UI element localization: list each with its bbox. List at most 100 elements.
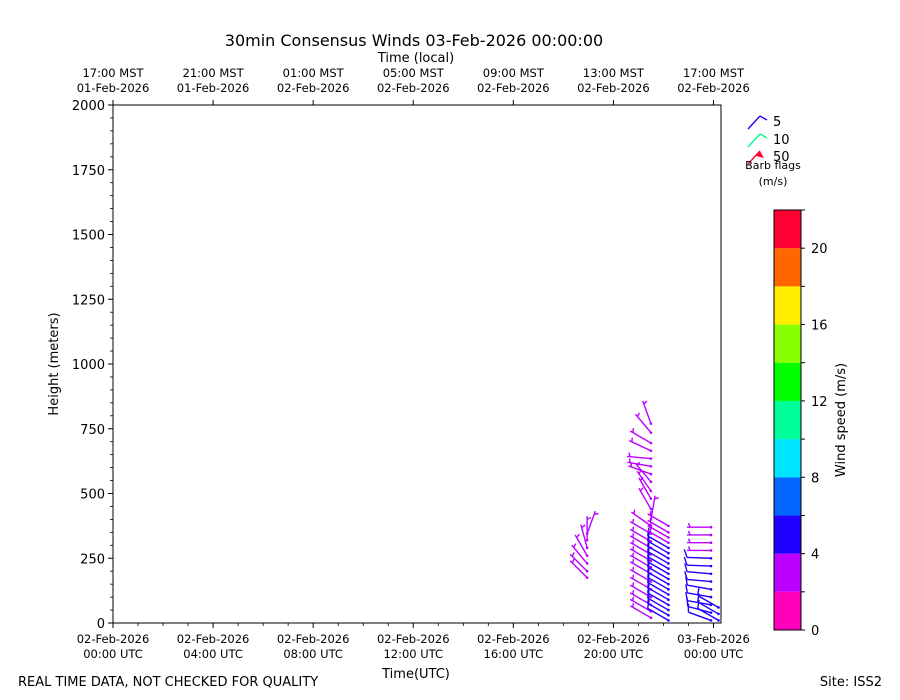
wind-barb bbox=[647, 511, 670, 528]
colorbar-tick-label: 0 bbox=[811, 624, 819, 639]
barb-staff bbox=[647, 561, 669, 575]
colorbar-tick-label: 16 bbox=[811, 319, 828, 334]
barb-half-feather bbox=[571, 552, 575, 557]
barb-staff bbox=[629, 605, 652, 619]
x-axis-label: Time(UTC) bbox=[381, 667, 450, 682]
wind-barb bbox=[647, 527, 670, 545]
barb-feather bbox=[697, 586, 700, 596]
barb-staff bbox=[647, 607, 669, 622]
barb-base-dot bbox=[585, 554, 589, 557]
wind-barb bbox=[638, 487, 653, 511]
barb-staff bbox=[586, 510, 597, 534]
barb-staff bbox=[647, 524, 669, 539]
colorbar-bin bbox=[774, 286, 801, 325]
barb-base-dot bbox=[667, 588, 670, 591]
barb-staff bbox=[688, 611, 712, 622]
barb-staff bbox=[647, 519, 669, 533]
x-tick-label-date: 02-Feb-2026 bbox=[277, 632, 350, 646]
barb-staff bbox=[638, 487, 652, 510]
top-axis-label: Time (local) bbox=[377, 51, 454, 66]
x-tick-label-date: 02-Feb-2026 bbox=[77, 632, 150, 646]
barb-base-dot bbox=[667, 541, 670, 545]
barb-half-feather bbox=[632, 428, 635, 433]
y-tick-label: 1000 bbox=[72, 358, 105, 373]
barb-base-dot bbox=[649, 441, 653, 445]
colorbar-frame bbox=[773, 209, 802, 631]
colorbar-bin bbox=[774, 362, 801, 401]
barb-half-feather bbox=[643, 400, 648, 405]
y-tick-label: 250 bbox=[80, 552, 105, 567]
colorbar-bin bbox=[774, 515, 801, 554]
barb-half-feather bbox=[687, 546, 691, 551]
barb-base-dot bbox=[667, 613, 670, 617]
barb-staff bbox=[647, 576, 669, 590]
barb-staff bbox=[569, 560, 588, 579]
barb-base-dot bbox=[709, 588, 713, 591]
colorbar-bin bbox=[774, 324, 801, 363]
x-tick-label-date: 02-Feb-2026 bbox=[577, 632, 650, 646]
barb-staff bbox=[580, 524, 588, 549]
top-tick-label-date: 02-Feb-2026 bbox=[277, 81, 350, 95]
barb-staff bbox=[628, 465, 652, 475]
colorbar: 0 4 8 12 16 20 Wind speed (m/s) bbox=[773, 209, 849, 639]
barb-staff bbox=[647, 602, 669, 616]
barb-half-feather bbox=[649, 517, 652, 522]
barb-base-dot bbox=[585, 538, 589, 542]
barb-base-dot bbox=[649, 559, 653, 563]
barb-half-feather bbox=[632, 566, 635, 572]
barb-base-dot bbox=[649, 507, 653, 511]
barb-feather bbox=[697, 599, 700, 609]
barb-staff bbox=[697, 601, 719, 615]
top-tick-label-time: 21:00 MST bbox=[183, 66, 245, 80]
x-tick-label-time: 16:00 UTC bbox=[484, 647, 544, 661]
barb-half-feather bbox=[632, 533, 635, 538]
wind-barb bbox=[569, 558, 589, 579]
barb-base-dot bbox=[667, 536, 670, 539]
barb-staff bbox=[634, 413, 652, 434]
wind-barb bbox=[686, 530, 713, 537]
barb-half-feather bbox=[636, 412, 641, 417]
barb-base-dot bbox=[667, 577, 670, 581]
top-tick-label-time: 17:00 MST bbox=[82, 66, 144, 80]
barb-staff bbox=[636, 470, 652, 492]
barb-feather bbox=[684, 563, 688, 572]
legend-barb-feather bbox=[759, 115, 768, 121]
barb-half-feather bbox=[632, 574, 635, 579]
barb-staff bbox=[647, 545, 669, 559]
barb-half-feather bbox=[687, 530, 691, 536]
wind-barb bbox=[629, 428, 653, 445]
top-tick-label-time: 01:00 MST bbox=[283, 66, 345, 80]
wind-barb bbox=[626, 452, 653, 460]
barb-base-dot bbox=[649, 457, 653, 460]
barb-base-dot bbox=[709, 525, 713, 529]
barb-staff bbox=[697, 607, 719, 622]
barb-base-dot bbox=[667, 608, 670, 612]
barb-base-dot bbox=[667, 567, 670, 570]
site-label: Site: ISS2 bbox=[820, 675, 882, 690]
legend-label: 50 bbox=[773, 150, 790, 165]
y-tick-label: 0 bbox=[97, 617, 105, 632]
barb-half-feather bbox=[581, 524, 586, 529]
colorbar-bin bbox=[774, 591, 801, 630]
barb-staff bbox=[629, 430, 652, 444]
barb-base-dot bbox=[649, 580, 653, 583]
barb-staff bbox=[647, 530, 669, 544]
wind-barb bbox=[634, 412, 653, 434]
x-tick-label-date: 02-Feb-2026 bbox=[377, 632, 450, 646]
x-tick-label-time: 04:00 UTC bbox=[183, 647, 243, 661]
barb-staff bbox=[647, 566, 669, 580]
barb-base-dot bbox=[585, 532, 589, 535]
barb-base-dot bbox=[709, 572, 713, 576]
barb-staff bbox=[647, 513, 669, 527]
plot-area: 0 250 500 750 1000 1250 1500 1750 2000 02-Feb-202… bbox=[72, 66, 750, 661]
barb-half-feather bbox=[586, 516, 592, 520]
wind-barb bbox=[647, 522, 670, 539]
barb-half-feather bbox=[633, 509, 636, 515]
wind-barb bbox=[646, 563, 670, 586]
x-tick-label-time: 12:00 UTC bbox=[383, 647, 443, 661]
barb-staff bbox=[647, 535, 669, 549]
wind-barb bbox=[684, 571, 713, 583]
barb-staff bbox=[697, 594, 719, 609]
wind-barb bbox=[684, 563, 713, 576]
